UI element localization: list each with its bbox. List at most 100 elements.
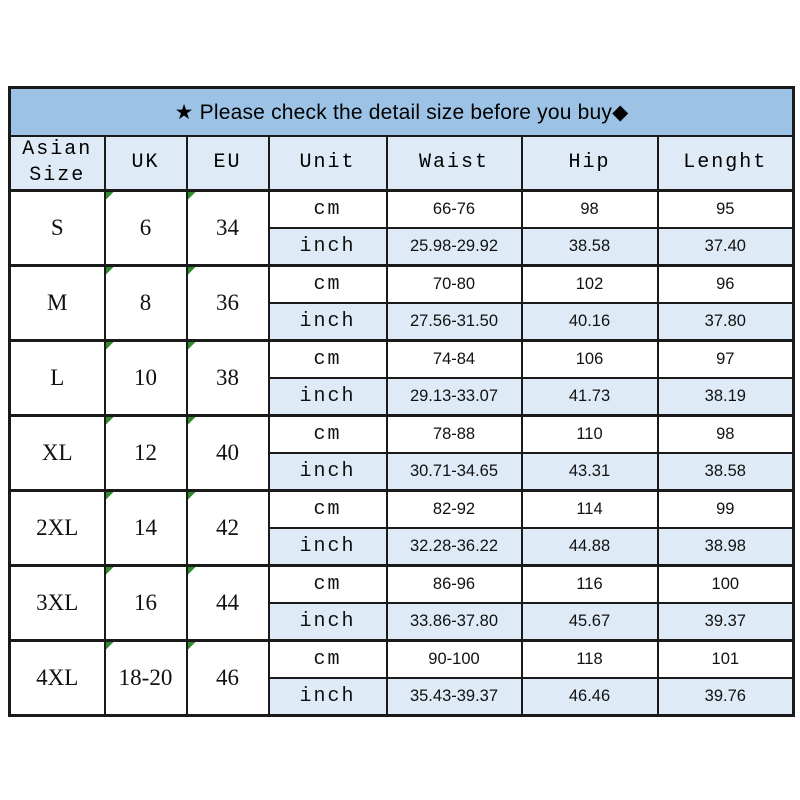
uk-cell-2xl: 14	[103, 489, 188, 567]
error-triangle-icon	[106, 343, 114, 350]
hip-cm-cell: 98	[520, 189, 659, 229]
length-inch-cell: 38.19	[656, 377, 795, 417]
error-triangle-icon	[188, 493, 196, 500]
waist-inch-cell: 25.98-29.92	[385, 227, 523, 267]
eu-value: 36	[216, 290, 239, 315]
error-triangle-icon	[188, 268, 196, 275]
row-l-cm: L 10 38 cm 74-84 106 97	[8, 339, 795, 417]
waist-cm-cell: 78-88	[385, 414, 523, 454]
hip-inch-cell: 43.31	[520, 452, 659, 492]
error-triangle-icon	[106, 193, 114, 200]
hip-inch-cell: 40.16	[520, 302, 659, 342]
uk-cell-m: 8	[103, 264, 188, 342]
row-l-inch: inch 29.13-33.07 41.73 38.19	[10, 377, 795, 417]
header-length: Lenght	[656, 135, 795, 192]
size-label: XL	[41, 440, 73, 465]
waist-inch-cell: 35.43-39.37	[385, 677, 523, 717]
uk-cell-xl: 12	[103, 414, 188, 492]
error-triangle-icon	[188, 568, 196, 575]
size-label: 3XL	[36, 590, 79, 615]
eu-value: 40	[216, 440, 239, 465]
waist-inch-cell: 30.71-34.65	[385, 452, 523, 492]
hip-cm-cell: 106	[520, 339, 659, 379]
unit-cm-cell: cm	[267, 489, 388, 529]
length-cm-cell: 100	[656, 564, 795, 604]
error-triangle-icon	[106, 418, 114, 425]
uk-cell-4xl: 18-20	[103, 639, 188, 717]
unit-cm-cell: cm	[267, 564, 388, 604]
uk-cell-3xl: 16	[103, 564, 188, 642]
size-label: 2XL	[36, 515, 79, 540]
header-waist: Waist	[385, 135, 523, 192]
eu-cell-3xl: 44	[185, 564, 270, 642]
length-cm-cell: 97	[656, 339, 795, 379]
waist-cm-cell: 86-96	[385, 564, 523, 604]
unit-cm-cell: cm	[267, 414, 388, 454]
error-triangle-icon	[188, 643, 196, 650]
size-cell-3xl: 3XL	[8, 564, 106, 642]
eu-value: 34	[216, 215, 239, 240]
waist-cm-cell: 66-76	[385, 189, 523, 229]
uk-value: 18-20	[118, 665, 173, 690]
unit-inch-cell: inch	[267, 227, 388, 267]
hip-inch-cell: 41.73	[520, 377, 659, 417]
column-header-row: Asian Size UK EU Unit Waist Hip Lenght	[8, 135, 795, 192]
size-cell-2xl: 2XL	[8, 489, 106, 567]
hip-cm-cell: 114	[520, 489, 659, 529]
hip-inch-cell: 38.58	[520, 227, 659, 267]
length-inch-cell: 38.58	[656, 452, 795, 492]
uk-cell-s: 6	[103, 189, 188, 267]
size-cell-l: L	[8, 339, 106, 417]
header-asian-size: Asian Size	[8, 135, 106, 192]
size-cell-s: S	[8, 189, 106, 267]
error-triangle-icon	[106, 643, 114, 650]
row-4xl-cm: 4XL 18-20 46 cm 90-100 118 101	[8, 639, 795, 717]
uk-value: 12	[134, 440, 157, 465]
row-3xl-cm: 3XL 16 44 cm 86-96 116 100	[8, 564, 795, 642]
row-s-cm: S 6 34 cm 66-76 98 95	[8, 189, 795, 267]
row-2xl-cm: 2XL 14 42 cm 82-92 114 99	[8, 489, 795, 567]
unit-cm-cell: cm	[267, 264, 388, 304]
eu-cell-4xl: 46	[185, 639, 270, 717]
length-cm-cell: 98	[656, 414, 795, 454]
uk-value: 10	[134, 365, 157, 390]
unit-inch-cell: inch	[267, 677, 388, 717]
waist-inch-cell: 27.56-31.50	[385, 302, 523, 342]
unit-cm-cell: cm	[267, 339, 388, 379]
header-hip: Hip	[520, 135, 659, 192]
unit-inch-cell: inch	[267, 302, 388, 342]
waist-cm-cell: 90-100	[385, 639, 523, 679]
header-eu: EU	[185, 135, 270, 192]
waist-inch-cell: 29.13-33.07	[385, 377, 523, 417]
row-m-cm: M 8 36 cm 70-80 102 96	[8, 264, 795, 342]
length-inch-cell: 37.40	[656, 227, 795, 267]
uk-value: 8	[139, 290, 152, 315]
length-inch-cell: 38.98	[656, 527, 795, 567]
size-cell-xl: XL	[8, 414, 106, 492]
error-triangle-icon	[106, 568, 114, 575]
size-cell-m: M	[8, 264, 106, 342]
error-triangle-icon	[188, 418, 196, 425]
row-2xl-inch: inch 32.28-36.22 44.88 38.98	[10, 527, 795, 567]
hip-cm-cell: 102	[520, 264, 659, 304]
eu-value: 44	[216, 590, 239, 615]
length-cm-cell: 95	[656, 189, 795, 229]
unit-cm-cell: cm	[267, 639, 388, 679]
size-label: M	[47, 290, 68, 315]
hip-inch-cell: 44.88	[520, 527, 659, 567]
hip-cm-cell: 116	[520, 564, 659, 604]
row-3xl-inch: inch 33.86-37.80 45.67 39.37	[10, 602, 795, 642]
length-cm-cell: 96	[656, 264, 795, 304]
row-4xl-inch: inch 35.43-39.37 46.46 39.76	[10, 677, 795, 717]
size-label: S	[50, 215, 64, 240]
hip-inch-cell: 46.46	[520, 677, 659, 717]
eu-value: 38	[216, 365, 239, 390]
length-inch-cell: 39.76	[656, 677, 795, 717]
eu-cell-m: 36	[185, 264, 270, 342]
size-label: L	[50, 365, 65, 390]
unit-cm-cell: cm	[267, 189, 388, 229]
eu-cell-l: 38	[185, 339, 270, 417]
row-xl-inch: inch 30.71-34.65 43.31 38.58	[10, 452, 795, 492]
row-xl-cm: XL 12 40 cm 78-88 110 98	[8, 414, 795, 492]
